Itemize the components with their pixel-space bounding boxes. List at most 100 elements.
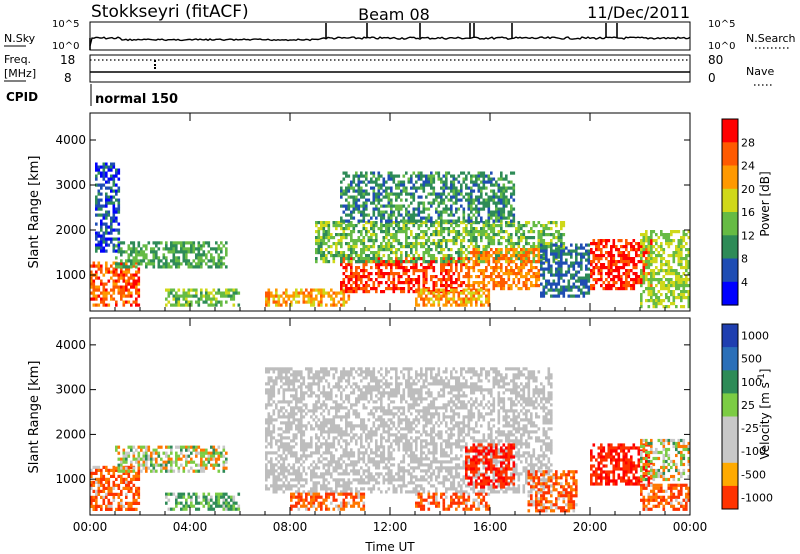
heatmap-cell xyxy=(140,250,143,254)
heatmap-cell xyxy=(130,247,133,251)
heatmap-cell xyxy=(492,239,496,243)
heatmap-cell xyxy=(365,198,368,202)
heatmap-cell xyxy=(232,498,236,502)
heatmap-cell xyxy=(95,480,98,484)
heatmap-cell xyxy=(502,210,506,214)
heatmap-cell xyxy=(135,303,138,307)
heatmap-cell xyxy=(537,275,541,279)
heatmap-cell xyxy=(190,466,193,470)
heatmap-cell xyxy=(292,291,296,295)
heatmap-cell xyxy=(222,463,226,467)
heatmap-cell xyxy=(272,475,276,479)
heatmap-cell xyxy=(272,424,276,428)
heatmap-cell xyxy=(292,418,296,422)
heatmap-cell xyxy=(110,486,113,490)
heatmap-cell xyxy=(222,507,226,511)
heatmap-cell xyxy=(110,228,113,232)
heatmap-cell xyxy=(97,276,101,280)
heatmap-cell xyxy=(660,299,663,303)
heatmap-cell xyxy=(95,204,98,208)
heatmap-cell xyxy=(132,241,136,245)
heatmap-cell xyxy=(210,291,213,295)
heatmap-cell xyxy=(145,244,148,248)
heatmap-cell xyxy=(177,300,181,304)
heatmap-cell xyxy=(520,239,523,243)
heatmap-cell xyxy=(682,230,686,234)
heatmap-cell xyxy=(415,219,418,223)
heatmap-cell xyxy=(610,266,613,270)
heatmap-cell xyxy=(647,248,651,252)
heatmap-cell xyxy=(427,236,431,240)
heatmap-cell xyxy=(467,269,471,273)
heatmap-cell xyxy=(132,454,136,458)
heatmap-cell xyxy=(542,285,546,289)
heatmap-cell xyxy=(182,250,186,254)
heatmap-cell xyxy=(100,243,103,247)
heatmap-cell xyxy=(685,266,688,270)
heatmap-cell xyxy=(340,303,343,307)
heatmap-cell xyxy=(377,213,381,217)
heatmap-cell xyxy=(352,177,356,181)
heatmap-cell xyxy=(467,195,471,199)
heatmap-cell xyxy=(102,237,106,241)
heatmap-cell xyxy=(190,247,193,251)
heatmap-cell xyxy=(172,244,176,248)
heatmap-cell xyxy=(335,251,338,255)
heatmap-cell xyxy=(142,457,146,461)
heatmap-cell xyxy=(462,245,466,249)
heatmap-cell xyxy=(680,248,683,252)
heatmap-cell xyxy=(222,262,226,266)
heatmap-cell xyxy=(467,266,471,270)
heatmap-cell xyxy=(320,254,323,258)
heatmap-cell xyxy=(395,174,398,178)
heatmap-cell xyxy=(120,457,123,461)
heatmap-cell xyxy=(497,207,501,211)
heatmap-cell xyxy=(687,254,691,258)
heatmap-cell xyxy=(110,270,113,274)
heatmap-cell xyxy=(117,466,121,470)
heatmap-cell xyxy=(482,278,486,282)
heatmap-cell xyxy=(382,236,386,240)
heatmap-cell xyxy=(397,266,401,270)
heatmap-cell xyxy=(265,466,268,470)
heatmap-cell xyxy=(655,233,658,237)
heatmap-cell xyxy=(480,180,483,184)
heatmap-cell xyxy=(105,288,108,292)
heatmap-cell xyxy=(682,278,686,282)
heatmap-cell xyxy=(265,427,268,431)
heatmap-cell xyxy=(507,260,511,264)
heatmap-cell xyxy=(390,219,393,223)
heatmap-cell xyxy=(662,236,666,240)
heatmap-cell xyxy=(522,245,526,249)
heatmap-cell xyxy=(485,224,488,228)
heatmap-cell xyxy=(505,224,508,228)
heatmap-cell xyxy=(655,257,658,261)
heatmap-cell xyxy=(272,400,276,404)
heatmap-cell xyxy=(397,227,401,231)
heatmap-cell xyxy=(647,290,651,294)
heatmap-cell xyxy=(355,171,358,175)
heatmap-cell xyxy=(145,454,148,458)
heatmap-cell xyxy=(342,251,346,255)
heatmap-cell xyxy=(492,198,496,202)
heatmap-cell xyxy=(452,180,456,184)
heatmap-cell xyxy=(130,291,133,295)
heatmap-cell xyxy=(187,259,191,263)
heatmap-cell xyxy=(487,303,491,307)
heatmap-cell xyxy=(465,284,468,288)
heatmap-cell xyxy=(520,269,523,273)
heatmap-cell xyxy=(452,186,456,190)
heatmap-cell xyxy=(497,219,501,223)
heatmap-cell xyxy=(522,263,526,267)
heatmap-cell xyxy=(405,251,408,255)
heatmap-cell xyxy=(442,230,446,234)
heatmap-cell xyxy=(100,267,103,271)
heatmap-cell xyxy=(445,284,448,288)
heatmap-cell xyxy=(272,394,276,398)
heatmap-cell xyxy=(345,219,348,223)
heatmap-cell xyxy=(265,382,268,386)
heatmap-cell xyxy=(495,192,498,196)
heatmap-cell xyxy=(97,192,101,196)
colorbar-segment xyxy=(722,235,738,260)
heatmap-cell xyxy=(422,260,426,264)
